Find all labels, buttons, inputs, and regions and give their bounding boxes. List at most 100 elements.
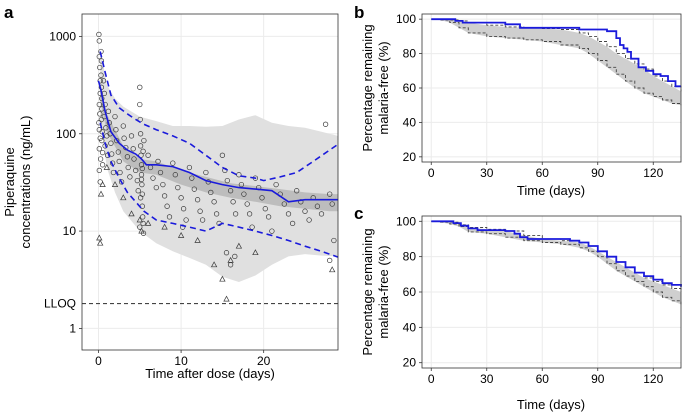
panel-a-x-tick-label: 20 (257, 354, 271, 368)
observed-point-circle (285, 211, 292, 217)
observed-point-circle (97, 90, 103, 97)
observed-point-circle (130, 146, 136, 152)
observed-point-circle (99, 137, 105, 144)
observed-point-circle (139, 165, 145, 172)
observed-point-circle (105, 108, 112, 114)
observed-point-triangle (329, 266, 336, 273)
panel-b-y-tick-label: 40 (403, 115, 417, 129)
model-upper-percentile-line (99, 51, 339, 182)
observed-point-circle (99, 149, 106, 156)
panel-label-c: c (354, 204, 363, 223)
observed-point-circle (259, 195, 265, 201)
observed-point-circle (281, 201, 287, 207)
panel-a-y-tick-label: 10 (63, 224, 77, 238)
observed-point-triangle (103, 163, 110, 170)
observed-point-triangle (177, 231, 185, 238)
panel-c-y-axis-title-line1: Percentage remaining (360, 228, 375, 355)
observed-point-circle (269, 228, 275, 234)
panel-b-x-ticks: 0 30 60 90 120 (428, 162, 664, 180)
observed-point-circle (96, 120, 102, 126)
panel-a-frame (81, 13, 339, 351)
panel-a-x-tick-label: 0 (95, 354, 102, 368)
observed-point-circle (175, 184, 181, 191)
observed-point-circle (223, 250, 230, 256)
observed-point-circle (137, 195, 144, 201)
observed-point-circle (121, 135, 127, 141)
observed-point-triangle (227, 256, 234, 263)
observed-point-circle (331, 237, 337, 244)
panel-c-x-axis-title: Time (days) (517, 397, 585, 412)
observed-point-circle (97, 78, 103, 84)
observed-point-circle (166, 214, 173, 220)
observed-point-circle (203, 169, 209, 176)
panel-a-observations (96, 31, 337, 302)
panel-a-model-lines (97, 51, 339, 258)
observed-point-triangle (210, 261, 218, 268)
observed-point-circle (199, 217, 206, 223)
observed-point-circle (137, 101, 143, 108)
observed-point-circle (289, 220, 296, 227)
panel-c-y-tick-label: 100 (396, 214, 416, 228)
model-median-line (97, 80, 338, 203)
observed-point-circle (137, 131, 144, 137)
panel-c-y-axis-title-line2: malaria-free (%) (376, 245, 391, 338)
observed-point-circle (232, 253, 238, 260)
observed-point-circle (265, 214, 272, 220)
observed-point-circle (125, 164, 131, 171)
observed-point-circle (318, 211, 325, 217)
panel-b-x-axis-title: Time (days) (517, 183, 585, 198)
observed-point-circle (327, 191, 333, 197)
observed-point-circle (150, 175, 156, 181)
observed-point-circle (96, 31, 102, 38)
panel-b-prediction-lower-line (431, 18, 682, 106)
observed-point-circle (96, 101, 102, 108)
observed-point-circle (116, 158, 122, 165)
panel-b-y-tick-label: 100 (396, 12, 416, 26)
panel-c-y-tick-label: 60 (403, 285, 417, 299)
observed-point-circle (109, 151, 115, 157)
panel-b-y-ticks: 20 40 60 80 100 (396, 12, 422, 164)
panel-b-x-tick-label: 30 (480, 166, 494, 180)
observed-point-circle (178, 195, 184, 201)
observed-point-circle (128, 133, 135, 139)
observed-point-circle (137, 84, 143, 90)
observed-point-circle (314, 203, 321, 209)
observed-point-circle (227, 188, 234, 194)
observed-point-circle (219, 152, 226, 158)
panel-b-y-axis-title-line1: Percentage remaining (360, 24, 375, 151)
lloq-label: LLOQ (44, 297, 76, 311)
observed-point-circle (249, 224, 255, 230)
panel-a-y-tick-label: 100 (56, 127, 76, 141)
panel-b-x-tick-label: 60 (536, 166, 550, 180)
observed-point-circle (97, 64, 103, 71)
panel-a-y-axis-title-line1: Piperaquine (2, 147, 17, 216)
observed-point-circle (180, 206, 187, 212)
observed-point-circle (145, 152, 151, 158)
observed-point-circle (155, 158, 161, 165)
model-lower-percentile-line (99, 122, 339, 258)
panel-c-kaplan-meier-line (431, 220, 682, 287)
observed-point-circle (213, 211, 220, 217)
observed-point-circle (118, 179, 125, 185)
observed-point-circle (135, 188, 141, 194)
observed-point-circle (294, 188, 300, 194)
panel-a-y-tick-label: 1 (69, 321, 76, 335)
observed-point-triangle (128, 210, 135, 217)
observed-point-circle (172, 172, 178, 178)
observed-point-triangle (99, 181, 106, 187)
observed-point-circle (96, 38, 102, 44)
observed-point-circle (139, 181, 145, 188)
panel-label-a: a (4, 3, 14, 22)
observed-point-circle (211, 199, 217, 205)
observed-point-circle (131, 156, 137, 162)
panel-c-x-ticks: 0 30 60 90 120 (428, 368, 664, 386)
observed-point-circle (161, 193, 168, 199)
observed-point-circle (246, 211, 253, 217)
panel-b-y-axis-title-line2: malaria-free (%) (376, 41, 391, 134)
observed-point-triangle (219, 275, 226, 282)
observed-point-circle (102, 101, 108, 108)
observed-point-circle (230, 199, 236, 205)
panel-c-y-tick-label: 80 (403, 250, 417, 264)
panel-b-y-tick-label: 60 (403, 81, 417, 95)
panel-b-x-tick-label: 90 (591, 166, 605, 180)
